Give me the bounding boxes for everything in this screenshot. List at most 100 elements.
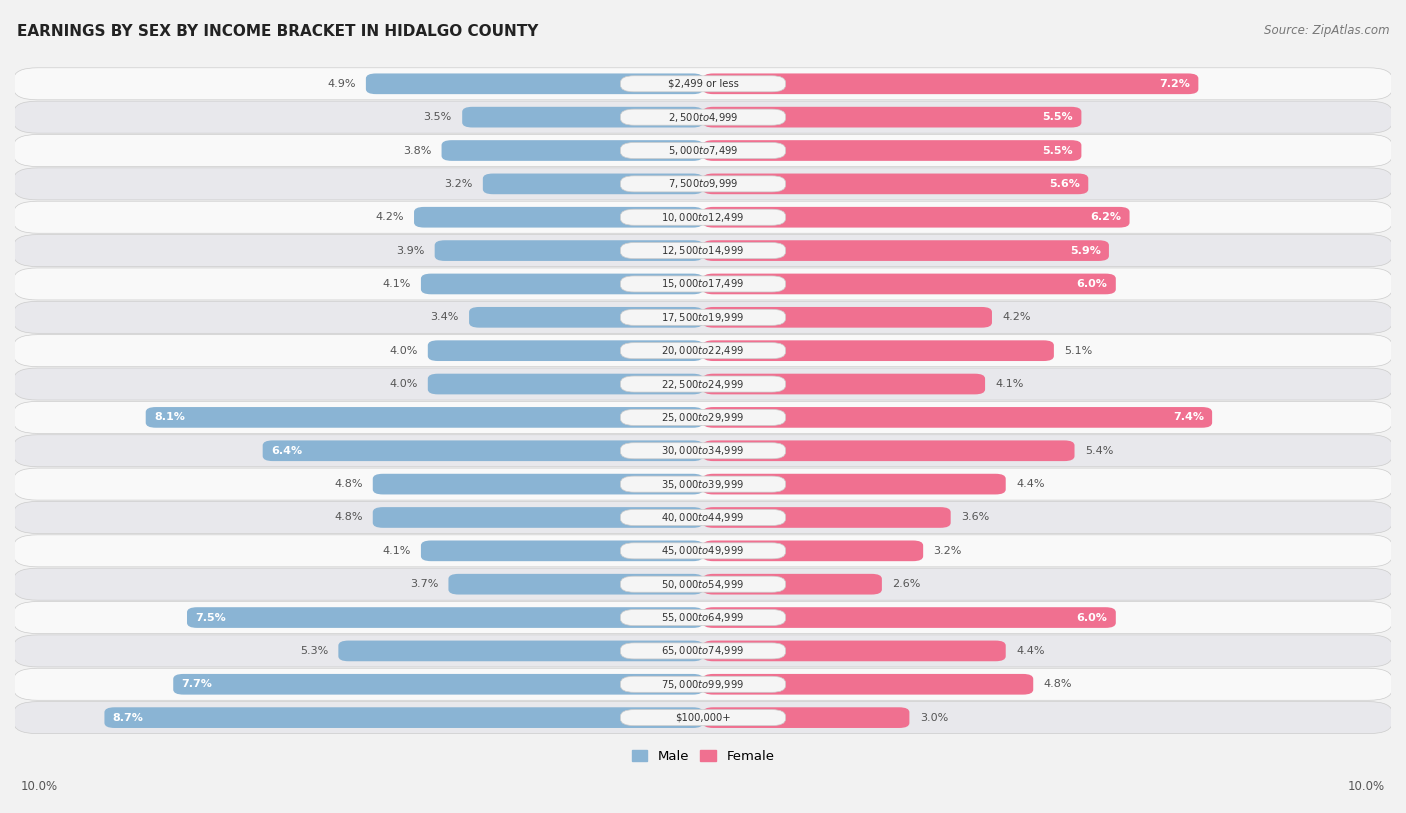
FancyBboxPatch shape xyxy=(14,167,1392,200)
Text: Source: ZipAtlas.com: Source: ZipAtlas.com xyxy=(1264,24,1389,37)
Text: 3.2%: 3.2% xyxy=(444,179,472,189)
Text: 6.2%: 6.2% xyxy=(1090,212,1122,222)
Text: 7.7%: 7.7% xyxy=(181,680,212,689)
Text: 4.4%: 4.4% xyxy=(1017,646,1045,656)
FancyBboxPatch shape xyxy=(263,441,703,461)
Text: 2.6%: 2.6% xyxy=(893,579,921,589)
Text: $50,000 to $54,999: $50,000 to $54,999 xyxy=(661,578,745,591)
Text: 10.0%: 10.0% xyxy=(21,780,58,793)
FancyBboxPatch shape xyxy=(434,241,703,261)
FancyBboxPatch shape xyxy=(703,241,1109,261)
FancyBboxPatch shape xyxy=(703,307,993,328)
FancyBboxPatch shape xyxy=(427,341,703,361)
Text: $55,000 to $64,999: $55,000 to $64,999 xyxy=(661,611,745,624)
Text: $22,500 to $24,999: $22,500 to $24,999 xyxy=(661,377,745,390)
FancyBboxPatch shape xyxy=(703,641,1005,661)
Text: 4.0%: 4.0% xyxy=(389,379,418,389)
Text: 5.4%: 5.4% xyxy=(1085,446,1114,456)
Text: 4.8%: 4.8% xyxy=(335,512,363,523)
Text: $2,499 or less: $2,499 or less xyxy=(668,79,738,89)
Text: $2,500 to $4,999: $2,500 to $4,999 xyxy=(668,111,738,124)
FancyBboxPatch shape xyxy=(14,468,1392,500)
Text: 8.1%: 8.1% xyxy=(155,412,184,423)
Text: 7.2%: 7.2% xyxy=(1159,79,1189,89)
FancyBboxPatch shape xyxy=(703,607,1116,628)
Text: 4.4%: 4.4% xyxy=(1017,479,1045,489)
Text: $20,000 to $22,499: $20,000 to $22,499 xyxy=(661,344,745,357)
Text: $40,000 to $44,999: $40,000 to $44,999 xyxy=(661,511,745,524)
Text: EARNINGS BY SEX BY INCOME BRACKET IN HIDALGO COUNTY: EARNINGS BY SEX BY INCOME BRACKET IN HID… xyxy=(17,24,538,39)
FancyBboxPatch shape xyxy=(703,574,882,594)
Text: 6.0%: 6.0% xyxy=(1077,279,1108,289)
Text: 3.4%: 3.4% xyxy=(430,312,458,322)
FancyBboxPatch shape xyxy=(703,274,1116,294)
FancyBboxPatch shape xyxy=(14,134,1392,167)
FancyBboxPatch shape xyxy=(14,335,1392,367)
FancyBboxPatch shape xyxy=(373,507,703,528)
FancyBboxPatch shape xyxy=(620,209,786,225)
Text: $30,000 to $34,999: $30,000 to $34,999 xyxy=(661,444,745,457)
FancyBboxPatch shape xyxy=(703,107,1081,128)
Text: $12,500 to $14,999: $12,500 to $14,999 xyxy=(661,244,745,257)
Text: 5.1%: 5.1% xyxy=(1064,346,1092,355)
Text: 8.7%: 8.7% xyxy=(112,713,143,723)
Text: 4.8%: 4.8% xyxy=(1043,680,1071,689)
FancyBboxPatch shape xyxy=(14,235,1392,267)
FancyBboxPatch shape xyxy=(620,309,786,325)
Text: 4.8%: 4.8% xyxy=(335,479,363,489)
FancyBboxPatch shape xyxy=(703,674,1033,694)
Text: $17,500 to $19,999: $17,500 to $19,999 xyxy=(661,311,745,324)
Text: 5.5%: 5.5% xyxy=(1042,112,1073,122)
FancyBboxPatch shape xyxy=(703,140,1081,161)
FancyBboxPatch shape xyxy=(482,173,703,194)
FancyBboxPatch shape xyxy=(146,407,703,428)
Text: 6.4%: 6.4% xyxy=(271,446,302,456)
Legend: Male, Female: Male, Female xyxy=(626,745,780,768)
FancyBboxPatch shape xyxy=(420,274,703,294)
FancyBboxPatch shape xyxy=(620,410,786,425)
Text: 5.5%: 5.5% xyxy=(1042,146,1073,155)
Text: 7.5%: 7.5% xyxy=(195,612,226,623)
FancyBboxPatch shape xyxy=(14,568,1392,600)
Text: 3.9%: 3.9% xyxy=(396,246,425,255)
FancyBboxPatch shape xyxy=(373,474,703,494)
Text: 3.7%: 3.7% xyxy=(409,579,439,589)
Text: $25,000 to $29,999: $25,000 to $29,999 xyxy=(661,411,745,424)
FancyBboxPatch shape xyxy=(104,707,703,728)
FancyBboxPatch shape xyxy=(420,541,703,561)
FancyBboxPatch shape xyxy=(620,543,786,559)
FancyBboxPatch shape xyxy=(620,576,786,592)
FancyBboxPatch shape xyxy=(620,376,786,392)
Text: 5.3%: 5.3% xyxy=(299,646,328,656)
FancyBboxPatch shape xyxy=(703,541,924,561)
Text: 3.2%: 3.2% xyxy=(934,546,962,556)
FancyBboxPatch shape xyxy=(620,342,786,359)
Text: 6.0%: 6.0% xyxy=(1077,612,1108,623)
FancyBboxPatch shape xyxy=(470,307,703,328)
FancyBboxPatch shape xyxy=(703,374,986,394)
Text: $100,000+: $100,000+ xyxy=(675,713,731,723)
FancyBboxPatch shape xyxy=(14,668,1392,700)
Text: $35,000 to $39,999: $35,000 to $39,999 xyxy=(661,477,745,490)
FancyBboxPatch shape xyxy=(703,707,910,728)
Text: 4.9%: 4.9% xyxy=(328,79,356,89)
FancyBboxPatch shape xyxy=(620,643,786,659)
FancyBboxPatch shape xyxy=(14,101,1392,133)
FancyBboxPatch shape xyxy=(14,368,1392,400)
FancyBboxPatch shape xyxy=(620,476,786,492)
FancyBboxPatch shape xyxy=(620,176,786,192)
FancyBboxPatch shape xyxy=(620,443,786,459)
FancyBboxPatch shape xyxy=(703,407,1212,428)
FancyBboxPatch shape xyxy=(703,441,1074,461)
Text: $75,000 to $99,999: $75,000 to $99,999 xyxy=(661,678,745,691)
FancyBboxPatch shape xyxy=(413,207,703,228)
FancyBboxPatch shape xyxy=(620,109,786,125)
FancyBboxPatch shape xyxy=(14,268,1392,300)
FancyBboxPatch shape xyxy=(14,502,1392,533)
FancyBboxPatch shape xyxy=(14,202,1392,233)
FancyBboxPatch shape xyxy=(339,641,703,661)
FancyBboxPatch shape xyxy=(703,474,1005,494)
Text: $15,000 to $17,499: $15,000 to $17,499 xyxy=(661,277,745,290)
FancyBboxPatch shape xyxy=(366,73,703,94)
Text: 5.6%: 5.6% xyxy=(1049,179,1080,189)
